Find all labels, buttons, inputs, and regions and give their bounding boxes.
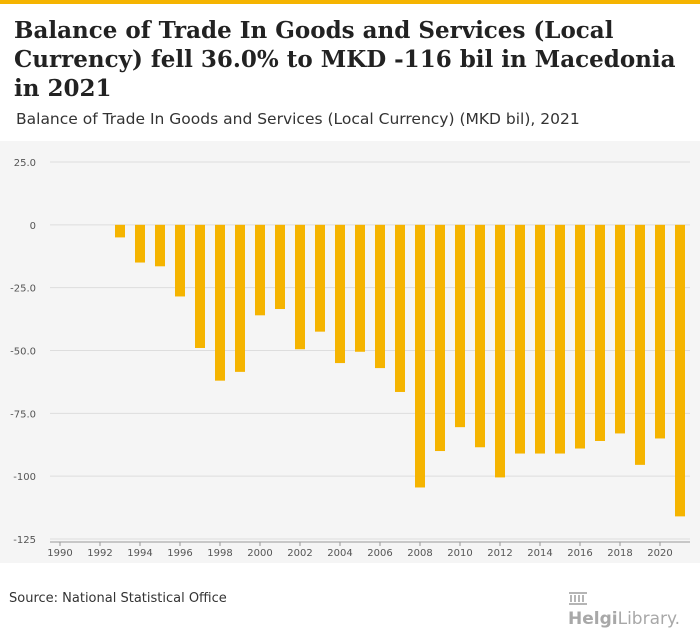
y-tick-label: -125 — [13, 535, 36, 546]
x-tick-label: 2002 — [287, 548, 312, 559]
y-tick-label: -50.0 — [10, 347, 36, 358]
bar-2017[interactable] — [595, 224, 605, 441]
library-columns-icon — [569, 592, 587, 605]
bar-2018[interactable] — [615, 224, 625, 434]
y-tick-label: -25.0 — [10, 284, 36, 295]
bar-1994[interactable] — [135, 224, 145, 263]
y-tick-label: -75.0 — [10, 409, 36, 420]
y-axis-labels: 25.0 0 -25.0 -50.0 -75.0 -100 -125 — [10, 158, 36, 546]
bar-2019[interactable] — [635, 224, 645, 465]
bar-2014[interactable] — [535, 224, 545, 454]
bar-2020[interactable] — [655, 224, 665, 439]
x-tick-label: 2006 — [367, 548, 392, 559]
y-tick-label: 0 — [30, 221, 36, 232]
x-tick-label: 2020 — [647, 548, 672, 559]
bar-2009[interactable] — [435, 224, 445, 452]
source-note: Source: National Statistical Office — [9, 591, 227, 606]
x-tick-label: 2010 — [447, 548, 472, 559]
bar-2021[interactable] — [675, 224, 685, 517]
y-tick-label: 25.0 — [14, 158, 36, 169]
bar-2002[interactable] — [295, 224, 305, 350]
x-tick-label: 2004 — [327, 548, 352, 559]
x-tick-label: 1990 — [47, 548, 72, 559]
x-tick-label: 2018 — [607, 548, 632, 559]
x-tick-label: 1998 — [207, 548, 232, 559]
bar-2016[interactable] — [575, 224, 585, 449]
grid-lines — [50, 161, 690, 540]
y-tick-label: -100 — [13, 472, 36, 483]
bar-1993[interactable] — [115, 224, 125, 238]
bar-2015[interactable] — [555, 224, 565, 454]
bar-1998[interactable] — [215, 224, 225, 381]
bar-2010[interactable] — [455, 224, 465, 428]
bar-2000[interactable] — [255, 224, 265, 316]
bars — [115, 224, 685, 517]
bar-2007[interactable] — [395, 224, 405, 392]
x-tick-label: 1992 — [87, 548, 112, 559]
x-tick-label: 1996 — [167, 548, 192, 559]
x-tick-label: 2014 — [527, 548, 552, 559]
x-tick-label: 2016 — [567, 548, 592, 559]
bar-2008[interactable] — [415, 224, 425, 488]
bar-2013[interactable] — [515, 224, 525, 454]
logo-text-library: Library. — [617, 609, 681, 629]
bar-1997[interactable] — [195, 224, 205, 348]
bar-1996[interactable] — [175, 224, 185, 297]
bar-2004[interactable] — [335, 224, 345, 364]
x-tick-label: 2008 — [407, 548, 432, 559]
x-tick-label: 1994 — [127, 548, 152, 559]
x-tick-label: 2012 — [487, 548, 512, 559]
top-accent-bar — [0, 0, 700, 4]
bar-2003[interactable] — [315, 224, 325, 332]
chart-title: Balance of Trade In Goods and Services (… — [14, 17, 676, 102]
bar-1999[interactable] — [235, 224, 245, 372]
helgi-library-logo[interactable]: HelgiLibrary. — [568, 589, 700, 629]
bar-2005[interactable] — [355, 224, 365, 352]
logo-text-helgi: Helgi — [568, 609, 618, 629]
bar-2001[interactable] — [275, 224, 285, 310]
chart-subtitle: Balance of Trade In Goods and Services (… — [16, 110, 580, 128]
bar-2006[interactable] — [375, 224, 385, 369]
bar-2012[interactable] — [495, 224, 505, 478]
bar-2011[interactable] — [475, 224, 485, 448]
x-tick-label: 2000 — [247, 548, 272, 559]
bar-1995[interactable] — [155, 224, 165, 267]
x-axis: 1990 1992 1994 1996 1998 2000 2002 2004 2006 2008… — [47, 541, 690, 559]
